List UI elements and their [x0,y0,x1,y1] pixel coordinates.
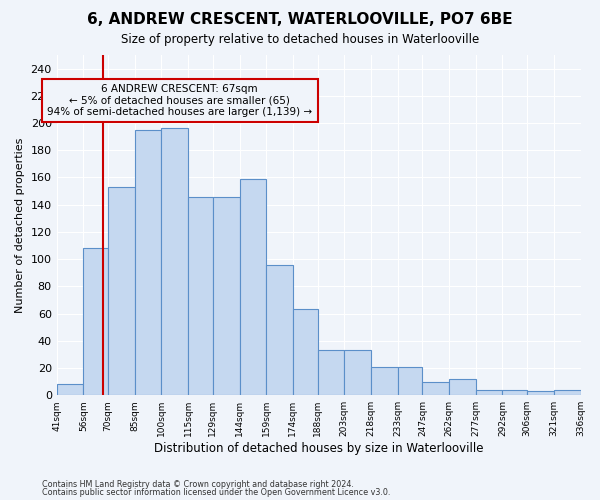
Bar [239,179,266,395]
Bar [317,350,344,395]
Bar [83,248,108,395]
Bar [527,391,554,395]
Bar [293,310,317,395]
Bar [108,187,135,395]
Text: 6, ANDREW CRESCENT, WATERLOOVILLE, PO7 6BE: 6, ANDREW CRESCENT, WATERLOOVILLE, PO7 6… [87,12,513,28]
Bar [266,264,293,395]
Bar [502,390,527,395]
Text: 6 ANDREW CRESCENT: 67sqm
← 5% of detached houses are smaller (65)
94% of semi-de: 6 ANDREW CRESCENT: 67sqm ← 5% of detache… [47,84,313,117]
Bar [344,350,371,395]
Bar [476,390,502,395]
Bar [213,196,239,395]
Bar [188,196,213,395]
Bar [56,384,83,395]
Bar [449,379,476,395]
Bar [371,366,398,395]
Bar [422,382,449,395]
Text: Contains HM Land Registry data © Crown copyright and database right 2024.: Contains HM Land Registry data © Crown c… [42,480,354,489]
Y-axis label: Number of detached properties: Number of detached properties [15,138,25,313]
Bar [554,390,581,395]
Bar [161,128,188,395]
Text: Size of property relative to detached houses in Waterlooville: Size of property relative to detached ho… [121,32,479,46]
Text: Contains public sector information licensed under the Open Government Licence v3: Contains public sector information licen… [42,488,391,497]
X-axis label: Distribution of detached houses by size in Waterlooville: Distribution of detached houses by size … [154,442,484,455]
Bar [135,130,161,395]
Bar [398,366,422,395]
